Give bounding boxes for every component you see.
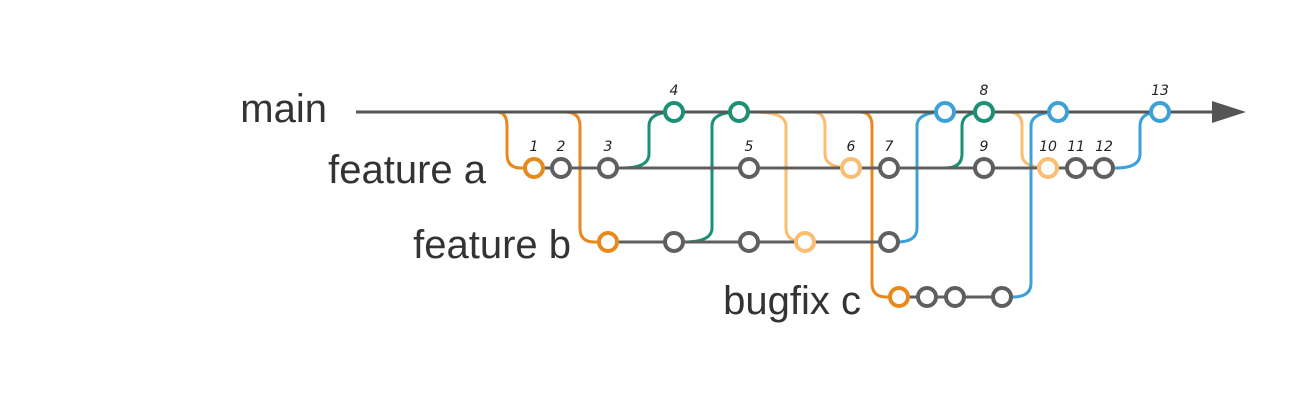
- commit-node: [973, 101, 995, 123]
- connector-feature-b-to-main: [682, 110, 741, 244]
- commit-node: [550, 157, 572, 179]
- connector-main-to-bugfix-c: [858, 110, 901, 299]
- commit-number: 10: [1039, 139, 1057, 155]
- commit-node: [663, 101, 685, 123]
- commit-node: [878, 157, 900, 179]
- commit-node: [597, 157, 619, 179]
- commit-number: 13: [1151, 83, 1169, 99]
- commit-number: 4: [670, 83, 679, 99]
- branch-lines: [356, 101, 1246, 299]
- commit-node: [1065, 157, 1087, 179]
- commit-node: [916, 286, 938, 308]
- commit-numbers: 1 2 3 4 5 6 7 8 9 10 11 12 13: [530, 83, 1169, 155]
- commit-node: [1093, 157, 1115, 179]
- branch-label-feature-a: feature a: [328, 148, 487, 192]
- commit-node: [794, 231, 816, 253]
- commit-node: [1047, 101, 1069, 123]
- commit-number: 5: [745, 139, 754, 155]
- connector-main-to-feature-b: [563, 110, 610, 244]
- connector-feature-a-to-main-4: [620, 110, 676, 170]
- commit-number: 9: [980, 139, 989, 155]
- commit-node: [888, 286, 910, 308]
- commit-node: [840, 157, 862, 179]
- branch-labels: main feature a feature b bugfix c: [240, 87, 861, 323]
- commit-number: 7: [885, 139, 894, 155]
- commit-node: [934, 101, 956, 123]
- commit-node: [523, 157, 545, 179]
- commit-number: 11: [1067, 139, 1085, 155]
- commit-node: [991, 286, 1013, 308]
- commits: [523, 101, 1171, 308]
- commit-node: [738, 231, 760, 253]
- commit-node: [663, 231, 685, 253]
- connector-main-to-feature-a: [495, 110, 536, 170]
- commit-node: [597, 231, 619, 253]
- commit-number: 3: [604, 139, 613, 155]
- branch-label-feature-b: feature b: [413, 223, 571, 267]
- commit-node: [1037, 157, 1059, 179]
- commit-number: 12: [1095, 139, 1113, 155]
- commit-node: [1149, 101, 1171, 123]
- commit-number: 2: [557, 139, 566, 155]
- branch-label-bugfix-c: bugfix c: [723, 279, 861, 323]
- commit-node: [973, 157, 995, 179]
- connector-feature-b-to-main-blue: [895, 110, 947, 244]
- connectors: [495, 110, 1162, 299]
- branch-label-main: main: [240, 87, 327, 131]
- commit-number: 6: [847, 139, 856, 155]
- commit-number: 1: [530, 139, 539, 155]
- commit-number: 8: [980, 83, 989, 99]
- main-arrowhead: [1212, 101, 1246, 123]
- commit-node: [944, 286, 966, 308]
- commit-node: [738, 157, 760, 179]
- commit-node: [878, 231, 900, 253]
- commit-node: [728, 101, 750, 123]
- connector-main-to-feature-b-sync: [753, 110, 807, 244]
